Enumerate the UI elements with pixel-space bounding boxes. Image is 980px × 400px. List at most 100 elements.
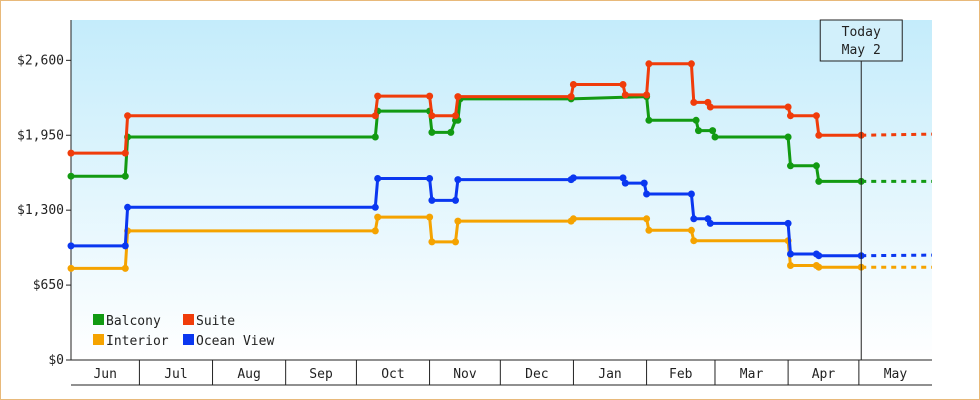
data-point [687, 190, 695, 198]
data-point [567, 93, 575, 101]
data-point [447, 128, 455, 136]
data-point [706, 103, 714, 111]
data-point [815, 177, 823, 185]
data-point [645, 60, 653, 68]
data-point [645, 226, 653, 234]
data-point [371, 112, 379, 120]
data-point [787, 262, 794, 269]
data-point [643, 215, 651, 223]
data-point [690, 98, 698, 106]
data-point [787, 112, 794, 120]
data-point [569, 174, 577, 182]
data-point [815, 131, 823, 139]
data-point [569, 81, 577, 88]
legend-label: Suite [196, 314, 235, 329]
data-point [67, 149, 75, 157]
data-point [67, 172, 75, 180]
data-point [709, 127, 717, 135]
month-label: Nov [453, 367, 477, 382]
data-point [645, 116, 653, 124]
data-point [426, 213, 434, 221]
data-point [695, 127, 702, 135]
today-date-label: May 2 [842, 43, 881, 58]
data-point [371, 133, 379, 141]
legend-item: Interior [93, 334, 169, 349]
data-point [121, 242, 129, 250]
forecast-line [861, 132, 933, 137]
month-label: Jun [93, 367, 116, 382]
data-point [452, 112, 459, 120]
y-tick-label: $1,300 [17, 203, 64, 218]
data-point [643, 190, 651, 198]
data-point [640, 179, 648, 187]
data-point [374, 213, 382, 221]
legend-swatch [183, 314, 194, 325]
month-label: Aug [237, 367, 260, 382]
month-label: Oct [381, 367, 404, 382]
forecast-line [861, 253, 933, 258]
data-point [621, 179, 629, 187]
y-tick-label: $1,950 [17, 128, 64, 143]
month-label: Apr [812, 367, 836, 382]
data-point [643, 91, 651, 99]
x-axis: Jun Jul Aug Sep Oct Nov Dec Jan Feb Mar Apr May [71, 359, 932, 386]
data-point [787, 250, 794, 258]
today-box [819, 19, 903, 62]
y-axis: $0 $650 $1,300 $1,950 $2,600 [17, 20, 72, 368]
data-point [371, 203, 379, 211]
y-tick-label: $0 [48, 353, 64, 368]
data-point [428, 128, 436, 136]
legend-item: Suite [183, 314, 235, 329]
data-point [621, 91, 629, 99]
data-point [121, 172, 129, 180]
data-point [428, 112, 436, 120]
data-point [67, 242, 75, 250]
series-ocean-view [67, 174, 933, 260]
data-point [454, 176, 462, 184]
data-point [692, 116, 700, 124]
data-point [121, 264, 129, 272]
month-label: Jan [598, 367, 621, 382]
data-point [784, 219, 792, 227]
data-point [454, 217, 462, 225]
data-point [428, 196, 436, 204]
month-label: Sep [309, 367, 333, 382]
data-point [815, 252, 823, 260]
legend-item: Balcony [93, 314, 161, 329]
data-point [426, 92, 434, 100]
legend-label: Ocean View [196, 334, 274, 349]
data-point [124, 112, 132, 120]
data-point [67, 264, 75, 272]
data-point [711, 133, 719, 141]
data-point [687, 226, 695, 234]
series-suite [67, 60, 933, 157]
month-label: Feb [669, 367, 693, 382]
series-layer [67, 60, 933, 272]
legend-item: Ocean View [183, 334, 274, 349]
data-point [690, 215, 698, 223]
legend-swatch [93, 334, 104, 345]
month-label: Jul [164, 367, 187, 382]
data-point [706, 219, 714, 227]
data-point [787, 162, 794, 170]
data-point [374, 92, 382, 100]
data-point [124, 203, 132, 211]
month-label: Mar [740, 367, 764, 382]
data-point [815, 263, 823, 271]
data-point [812, 112, 820, 120]
series-interior [67, 213, 932, 272]
today-label: Today [842, 25, 881, 40]
legend-swatch [93, 314, 104, 325]
data-point [452, 196, 459, 204]
data-point [374, 175, 382, 182]
data-point [784, 103, 792, 111]
month-label: May [884, 367, 908, 382]
data-point [371, 227, 379, 235]
data-point [784, 133, 792, 141]
today-marker: Today May 2 [819, 19, 903, 360]
data-point [619, 81, 627, 88]
data-point [454, 93, 462, 101]
y-tick-label: $650 [33, 278, 64, 293]
month-label: Dec [525, 367, 548, 382]
